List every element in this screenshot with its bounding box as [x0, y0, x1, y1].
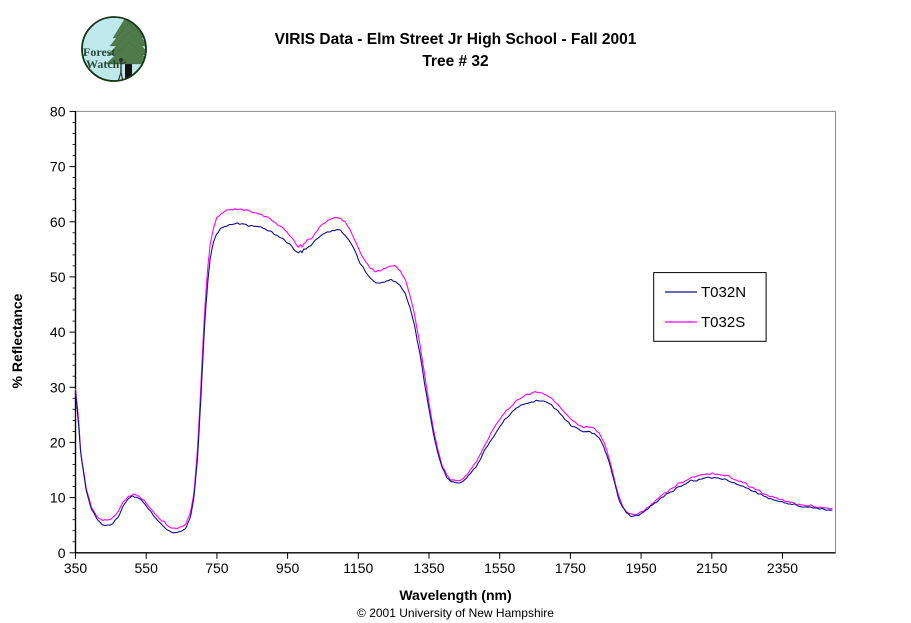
- svg-text:1150: 1150: [343, 560, 373, 576]
- svg-text:1550: 1550: [484, 560, 515, 576]
- svg-text:T032N: T032N: [701, 284, 746, 301]
- svg-text:950: 950: [276, 560, 300, 576]
- svg-text:2350: 2350: [767, 560, 798, 576]
- svg-text:2150: 2150: [696, 560, 727, 576]
- svg-text:1350: 1350: [413, 560, 444, 576]
- svg-text:550: 550: [135, 560, 159, 576]
- svg-text:40: 40: [50, 324, 66, 340]
- svg-text:30: 30: [50, 379, 66, 395]
- svg-text:1750: 1750: [555, 560, 586, 576]
- svg-text:0: 0: [58, 545, 66, 561]
- svg-text:50: 50: [50, 269, 66, 285]
- svg-text:60: 60: [50, 214, 66, 230]
- svg-text:T032S: T032S: [701, 314, 745, 331]
- svg-text:750: 750: [205, 560, 229, 576]
- svg-text:350: 350: [64, 560, 88, 576]
- svg-text:70: 70: [50, 159, 66, 175]
- svg-text:1950: 1950: [626, 560, 657, 576]
- svg-text:80: 80: [50, 103, 66, 119]
- svg-text:20: 20: [50, 434, 66, 450]
- svg-text:10: 10: [50, 490, 66, 506]
